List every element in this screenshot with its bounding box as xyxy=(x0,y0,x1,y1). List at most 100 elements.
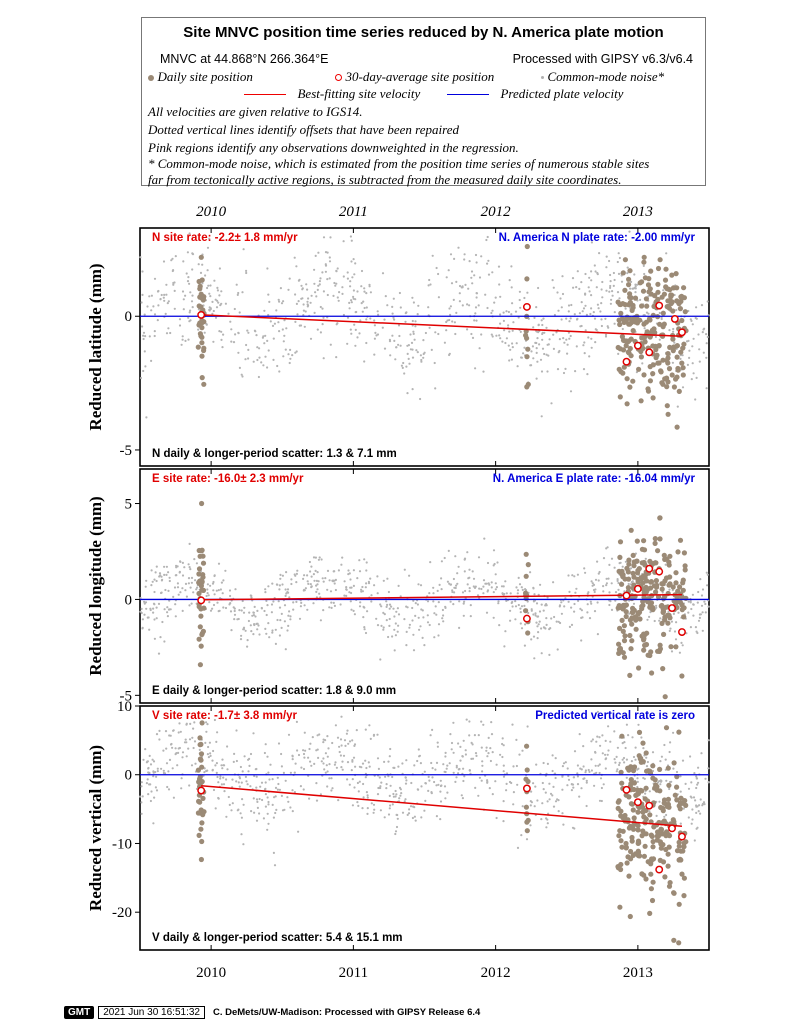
noise-dot xyxy=(645,311,649,314)
noise-dot xyxy=(698,360,701,363)
daily-dot xyxy=(619,844,625,850)
noise-dot xyxy=(698,348,701,351)
daily-dot xyxy=(650,844,656,850)
noise-dot xyxy=(408,623,411,626)
daily-dot xyxy=(674,784,680,790)
noise-dot xyxy=(313,282,316,285)
noise-dot xyxy=(217,796,220,800)
noise-dot xyxy=(502,800,505,803)
noise-dot xyxy=(592,588,596,592)
noise-dot xyxy=(392,297,395,300)
noise-dot xyxy=(429,561,432,564)
noise-dot xyxy=(617,581,620,585)
noise-dot xyxy=(191,268,194,271)
daily-dot xyxy=(198,751,205,757)
noise-dot xyxy=(268,778,271,781)
noise-dot xyxy=(167,571,170,574)
noise-dot xyxy=(271,803,274,807)
noise-dot xyxy=(449,600,452,603)
noise-dot xyxy=(511,723,514,726)
daily-dot xyxy=(662,376,668,382)
noise-dot xyxy=(471,570,474,573)
daily-dot xyxy=(662,694,668,700)
noise-dot xyxy=(383,760,386,764)
daily-dot xyxy=(620,572,626,578)
noise-dot xyxy=(235,729,238,732)
daily-dot xyxy=(654,833,660,839)
noise-dot xyxy=(277,742,281,745)
noise-dot xyxy=(441,617,444,620)
noise-dot xyxy=(181,338,184,341)
noise-dot xyxy=(233,613,237,616)
noise-dot xyxy=(404,776,407,779)
noise-dot xyxy=(316,588,319,591)
noise-dot xyxy=(452,771,455,774)
noise-dot xyxy=(621,742,624,745)
daily-dot xyxy=(644,578,650,584)
noise-dot xyxy=(601,280,604,284)
noise-dot xyxy=(209,295,212,298)
daily-dot xyxy=(201,381,207,387)
noise-dot xyxy=(445,276,448,279)
noise-dot xyxy=(245,271,248,275)
noise-dot xyxy=(455,776,458,779)
noise-dot xyxy=(238,311,241,314)
noise-dot xyxy=(590,758,593,761)
noise-dot xyxy=(608,563,611,567)
noise-dot xyxy=(386,603,389,607)
noise-dot xyxy=(227,312,230,315)
noise-dot xyxy=(447,269,450,272)
noise-dot xyxy=(653,619,656,623)
daily-dot xyxy=(661,831,667,837)
noise-dot xyxy=(203,331,206,334)
noise-dot xyxy=(141,293,144,296)
noise-dot xyxy=(153,796,156,799)
noise-dot xyxy=(382,628,385,631)
noise-dot xyxy=(621,565,624,568)
noise-dot xyxy=(428,278,431,282)
noise-dot xyxy=(533,657,536,660)
noise-dot xyxy=(526,291,529,294)
noise-dot xyxy=(401,366,404,369)
noise-dot xyxy=(470,276,473,279)
daily-dot xyxy=(665,851,671,857)
daily-dot xyxy=(525,346,531,352)
noise-dot xyxy=(575,587,578,590)
noise-dot xyxy=(564,367,567,370)
noise-dot xyxy=(373,324,376,327)
noise-dot xyxy=(515,586,518,589)
plate-rate-text: N. America E plate rate: -16.04 mm/yr xyxy=(493,473,696,485)
daily-dot xyxy=(680,365,686,371)
daily-dot xyxy=(619,617,625,624)
noise-dot xyxy=(458,300,461,303)
noise-dot xyxy=(151,758,154,761)
daily-dot xyxy=(639,603,645,609)
noise-dot xyxy=(655,604,658,607)
noise-dot xyxy=(491,751,494,754)
noise-dot xyxy=(558,604,562,607)
noise-dot xyxy=(520,586,523,589)
noise-dot xyxy=(605,584,608,587)
noise-dot xyxy=(179,591,182,594)
daily-dot xyxy=(523,551,529,557)
noise-dot xyxy=(645,765,649,768)
noise-dot xyxy=(241,375,244,378)
noise-dot xyxy=(387,590,390,594)
noise-dot xyxy=(505,310,508,313)
noise-dot xyxy=(244,629,247,632)
scatter-text: V daily & longer-period scatter: 5.4 & 1… xyxy=(152,932,403,944)
daily-dot xyxy=(621,638,628,644)
noise-dot xyxy=(178,570,181,574)
noise-dot xyxy=(458,284,462,288)
noise-dot xyxy=(681,354,684,357)
noise-dot xyxy=(171,767,174,770)
noise-dot xyxy=(545,826,548,829)
noise-dot xyxy=(158,572,162,575)
noise-dot xyxy=(182,260,185,263)
noise-dot xyxy=(433,612,436,615)
daily-dot xyxy=(196,832,202,839)
noise-dot xyxy=(568,590,571,594)
noise-dot xyxy=(251,614,254,617)
noise-dot xyxy=(568,625,572,629)
noise-dot xyxy=(430,348,433,351)
